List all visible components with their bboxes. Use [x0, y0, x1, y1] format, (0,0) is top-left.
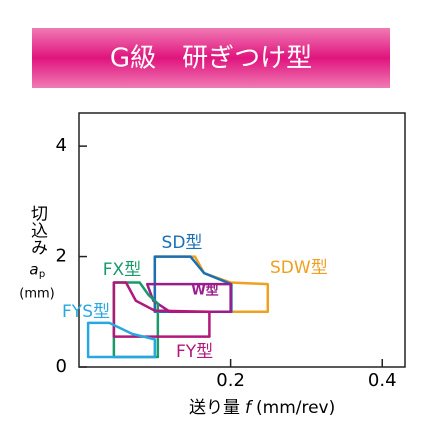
- region-label: SDW型: [270, 258, 328, 278]
- region-label: W型: [191, 283, 218, 299]
- region: [86, 321, 157, 359]
- x-tick-label: 0.2: [216, 370, 245, 391]
- y-tick-label: 4: [56, 135, 67, 156]
- region-label: FYS型: [62, 302, 110, 322]
- y-axis-subscript: p: [39, 269, 45, 280]
- header-band: [32, 28, 390, 88]
- plot-frame: [78, 112, 406, 368]
- y-tick-label: 2: [56, 246, 67, 267]
- x-axis-symbol: f: [245, 398, 254, 418]
- region: [112, 281, 211, 338]
- y-tick-label: 0: [56, 356, 67, 377]
- region-label: SD型: [162, 233, 203, 253]
- chart-title: G級 研ぎつけ型: [110, 44, 312, 74]
- y-axis-symbol: a: [29, 261, 38, 279]
- y-axis-label: 切込み: [27, 204, 48, 255]
- x-tick-label: 0.4: [368, 370, 397, 391]
- x-axis-label: 送り量: [189, 398, 240, 418]
- y-axis-unit: (mm): [19, 287, 54, 302]
- x-axis-unit: (mm/rev): [256, 398, 335, 418]
- region-label: FY型: [176, 342, 213, 362]
- region-label: FX型: [103, 260, 141, 280]
